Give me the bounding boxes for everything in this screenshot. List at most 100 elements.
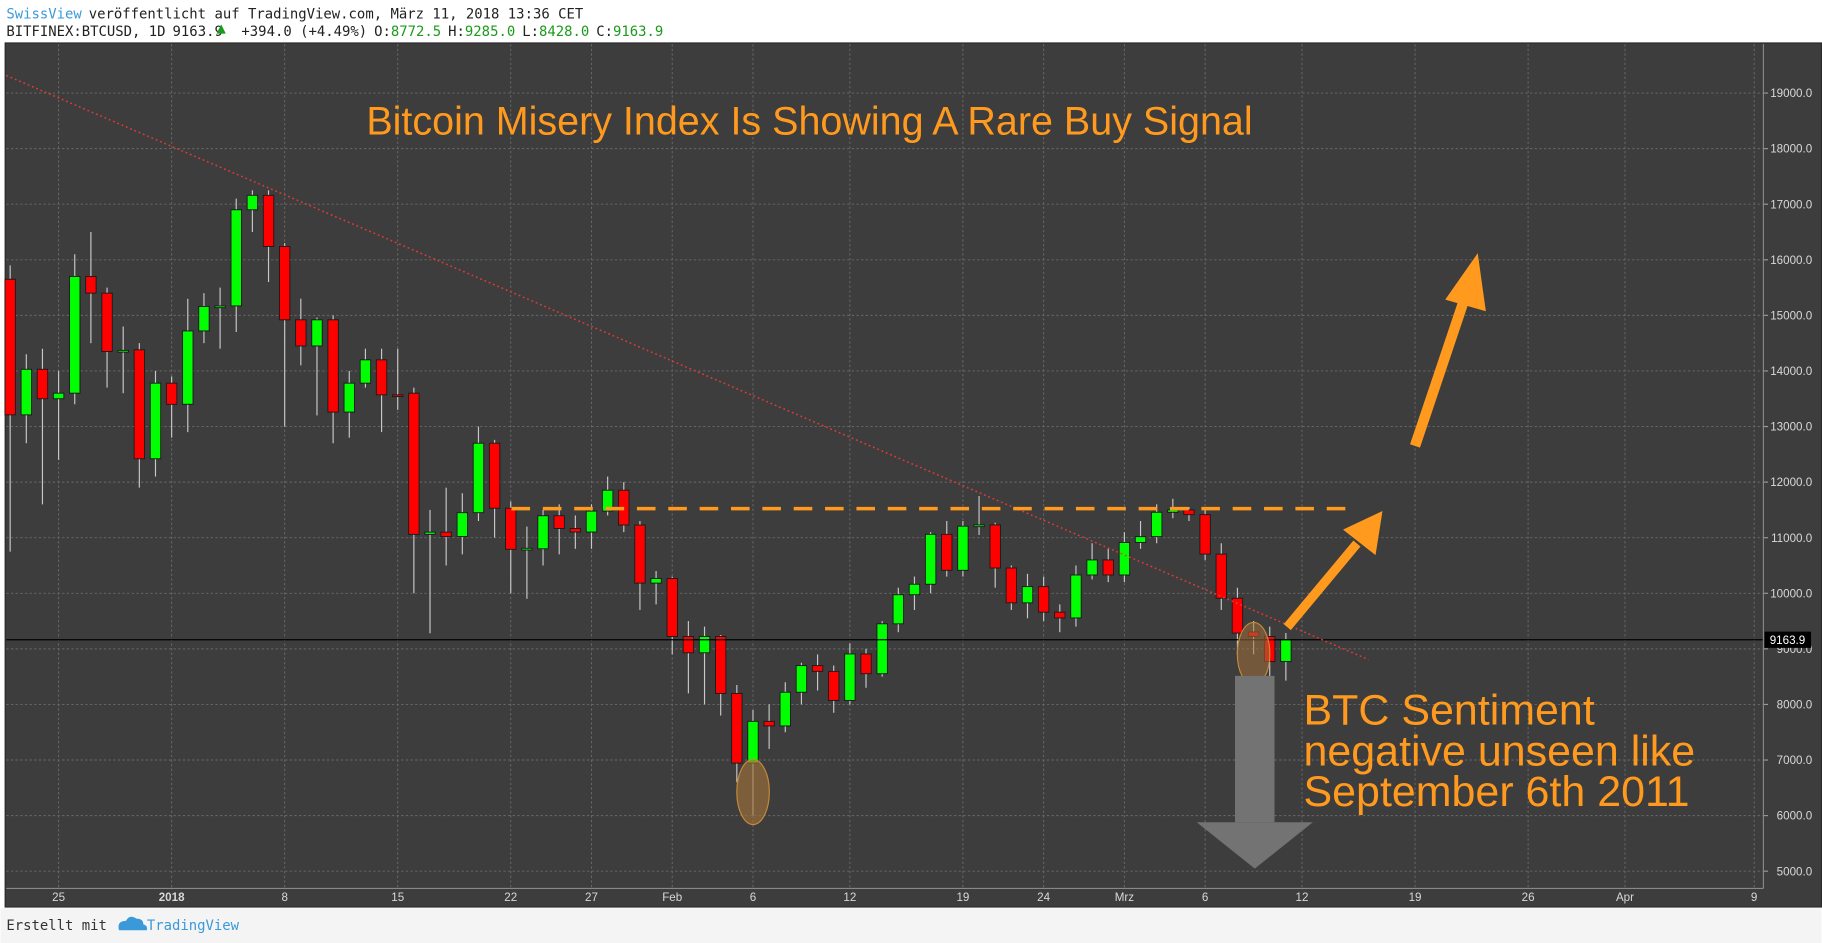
low-label: L: xyxy=(522,24,539,40)
header-line-2: BITFINEX:BTCUSD, 1D 9163.9 +394.0 (+4.49%)… xyxy=(6,24,663,40)
candle-body xyxy=(198,306,210,332)
candle-body xyxy=(278,245,291,321)
y-tick-label: 6000.0 xyxy=(1777,810,1813,823)
x-tick-label: 24 xyxy=(1037,891,1050,904)
candle-body xyxy=(1005,567,1018,604)
y-tick-label: 5000.0 xyxy=(1777,865,1813,878)
candle-body xyxy=(521,547,533,551)
candle-body xyxy=(295,319,307,347)
candle-body xyxy=(69,275,81,394)
candle-body xyxy=(424,531,436,535)
grid xyxy=(6,44,1764,889)
x-tick-label: 12 xyxy=(843,891,856,904)
footer-bg xyxy=(0,908,1822,943)
candle-body xyxy=(634,524,646,584)
y-tick-label: 10000.0 xyxy=(1770,587,1812,600)
axes: 5000.06000.07000.08000.09000.010000.0110… xyxy=(6,44,1812,904)
x-tick-label: 9 xyxy=(1751,891,1757,904)
x-tick-label: Feb xyxy=(662,891,682,904)
candle-body xyxy=(375,359,388,396)
candle-body xyxy=(553,515,565,529)
candle-body xyxy=(1118,542,1131,576)
x-tick-label: 19 xyxy=(956,891,969,904)
highlight-ellipse xyxy=(736,758,770,826)
down-arrow-shaft xyxy=(1235,675,1275,823)
x-tick-label: 2018 xyxy=(159,891,185,904)
candle-body xyxy=(36,368,49,400)
candle-body xyxy=(682,636,695,654)
candle-body xyxy=(4,278,16,416)
candle-body xyxy=(440,531,452,538)
up-icon xyxy=(216,24,226,34)
open-label: O: xyxy=(374,24,391,40)
candle-body xyxy=(182,330,194,405)
candle-body xyxy=(973,524,985,528)
candle-body xyxy=(472,442,485,514)
candle-body xyxy=(714,636,727,694)
low-value: 8428.0 xyxy=(539,24,589,40)
candle-body xyxy=(666,578,678,637)
x-tick-label: 15 xyxy=(391,891,404,904)
y-tick-label: 7000.0 xyxy=(1777,754,1813,767)
candle-body xyxy=(537,515,549,550)
x-tick-label: 25 xyxy=(52,891,65,904)
x-tick-label: Apr xyxy=(1616,891,1634,904)
candle-body xyxy=(117,349,129,353)
candle-body xyxy=(731,692,743,764)
candle-body xyxy=(1037,586,1050,613)
candle-body xyxy=(52,392,65,400)
close-value: 9163.9 xyxy=(613,24,663,40)
last-price-label: 9163.9 xyxy=(1770,634,1806,647)
candle-body xyxy=(1134,536,1147,543)
candle-body xyxy=(844,653,856,701)
candle-body xyxy=(1280,639,1292,662)
y-tick-label: 14000.0 xyxy=(1770,365,1812,378)
big-arrow-shaft xyxy=(1410,302,1468,448)
candle-body xyxy=(343,382,355,413)
candle-body xyxy=(569,528,582,533)
last-price-box xyxy=(1764,631,1812,648)
footer-brand[interactable]: TradingView xyxy=(147,918,240,934)
y-tick-label: 17000.0 xyxy=(1770,198,1812,211)
y-tick-label: 11000.0 xyxy=(1771,532,1812,545)
candle-body xyxy=(1070,574,1082,619)
author[interactable]: SwissView xyxy=(6,7,82,23)
candle-body xyxy=(585,510,598,533)
candle-body xyxy=(876,623,888,675)
candle-body xyxy=(1231,597,1244,634)
x-tick-label: 26 xyxy=(1522,891,1535,904)
big-arrow-head xyxy=(1445,253,1486,312)
annotation-text: negative unseen like xyxy=(1304,727,1696,775)
candle-body xyxy=(456,512,468,538)
published: veröffentlicht auf TradingView.com, März… xyxy=(89,7,584,23)
highlight-ellipse xyxy=(1236,621,1271,686)
candle-body xyxy=(359,359,372,384)
x-tick-label: 22 xyxy=(504,891,517,904)
candle-body xyxy=(311,319,323,347)
x-tick-label: 6 xyxy=(750,891,756,904)
annotation-title: Bitcoin Misery Index Is Showing A Rare B… xyxy=(366,100,1252,144)
brand-icon xyxy=(118,916,148,931)
last-price: 9163.9 xyxy=(173,24,223,40)
candle-body xyxy=(1021,586,1034,604)
footer-text: Erstellt mit xyxy=(6,918,107,934)
x-tick-label: 19 xyxy=(1409,891,1422,904)
candle-body xyxy=(165,382,178,405)
up-arrow-shaft xyxy=(1283,540,1361,631)
candle-body xyxy=(908,583,921,596)
pane-bg xyxy=(4,42,1822,908)
y-tick-label: 8000.0 xyxy=(1777,699,1813,712)
trend-line xyxy=(6,74,1369,661)
x-tick-label: 6 xyxy=(1202,891,1208,904)
high-value: 9285.0 xyxy=(465,24,515,40)
y-tick-label: 19000.0 xyxy=(1770,87,1812,100)
candle-body xyxy=(20,368,32,416)
candle-body xyxy=(408,392,420,535)
candle-body xyxy=(1102,559,1114,576)
candle-body xyxy=(214,305,226,309)
candle-body xyxy=(795,665,808,693)
candle-body xyxy=(924,533,937,585)
candle-body xyxy=(1215,553,1227,599)
candle-body xyxy=(989,524,1001,569)
